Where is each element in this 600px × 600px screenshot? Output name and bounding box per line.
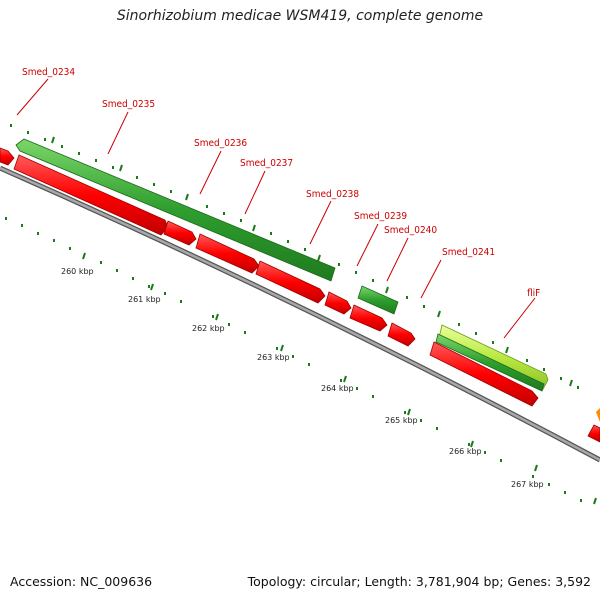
gene-arrow-10[interactable] [587,424,600,443]
gene-label-smed-0238[interactable]: Smed_0238 [306,189,359,200]
kbp-label-1: 261 kbp [128,295,161,304]
gene-arrow-2[interactable] [13,154,169,236]
gene-label-smed-0237[interactable]: Smed_0237 [240,158,293,169]
gene-label-smed-0234[interactable]: Smed_0234 [22,67,75,78]
gene-arrow-1[interactable] [0,147,15,166]
minor-ticks-outer [10,124,579,389]
gene-arrow-6[interactable] [324,291,352,315]
gene-label-smed-0239[interactable]: Smed_0239 [354,211,407,222]
genome-backbone-highlight [0,166,600,462]
kbp-label-0: 260 kbp [61,267,94,276]
gene-label-leaders [16,78,536,339]
kbp-label-5: 265 kbp [385,416,418,425]
gene-label-smed-0240[interactable]: Smed_0240 [384,225,437,236]
gene-label-smed-0235[interactable]: Smed_0235 [102,99,155,110]
kbp-labels: 260 kbp 261 kbp 262 kbp 263 kbp 264 kbp 265 k… [61,267,544,489]
major-ticks-outer [51,136,573,387]
gene-arrow-5[interactable] [255,260,326,304]
kbp-label-4: 264 kbp [321,384,354,393]
inner-tick-track: 260 kbp 261 kbp 262 kbp 263 kbp 264 kbp 265 k… [5,217,597,505]
kbp-label-7: 267 kbp [511,480,544,489]
gene-block-orange-edge [596,408,600,422]
genome-summary: Topology: circular; Length: 3,781,904 bp… [247,574,591,589]
kbp-label-2: 262 kbp [192,324,225,333]
forward-strand-genes [0,147,600,443]
gene-arrow-7[interactable] [349,304,388,332]
gene-block-reverse-1[interactable] [15,138,336,282]
gene-arrow-4[interactable] [195,233,260,274]
major-ticks-inner [82,252,597,505]
kbp-label-3: 263 kbp [257,353,290,362]
genome-title: Sinorhizobium medicae WSM419, complete g… [116,8,484,24]
accession-info: Accession: NC_009636 [10,574,153,589]
gene-label-smed-0241[interactable]: Smed_0241 [442,247,495,258]
gene-arrow-3[interactable] [163,220,197,246]
genome-backbone [0,165,600,463]
gene-block-reverse-3[interactable] [435,333,545,392]
gene-labels: Smed_0234 Smed_0235 Smed_0236 Smed_0237 Smed… [16,67,540,339]
gene-arrow-8[interactable] [387,322,416,347]
gene-block-reverse-2[interactable] [357,285,399,315]
gene-label-flif[interactable]: fliF [527,288,540,299]
gene-arrow-9[interactable] [429,341,539,407]
outer-tick-track [10,124,579,389]
minor-ticks-inner [5,217,582,502]
reverse-strand-genes [15,138,600,422]
gene-label-smed-0236[interactable]: Smed_0236 [194,138,247,149]
kbp-label-6: 266 kbp [449,447,482,456]
